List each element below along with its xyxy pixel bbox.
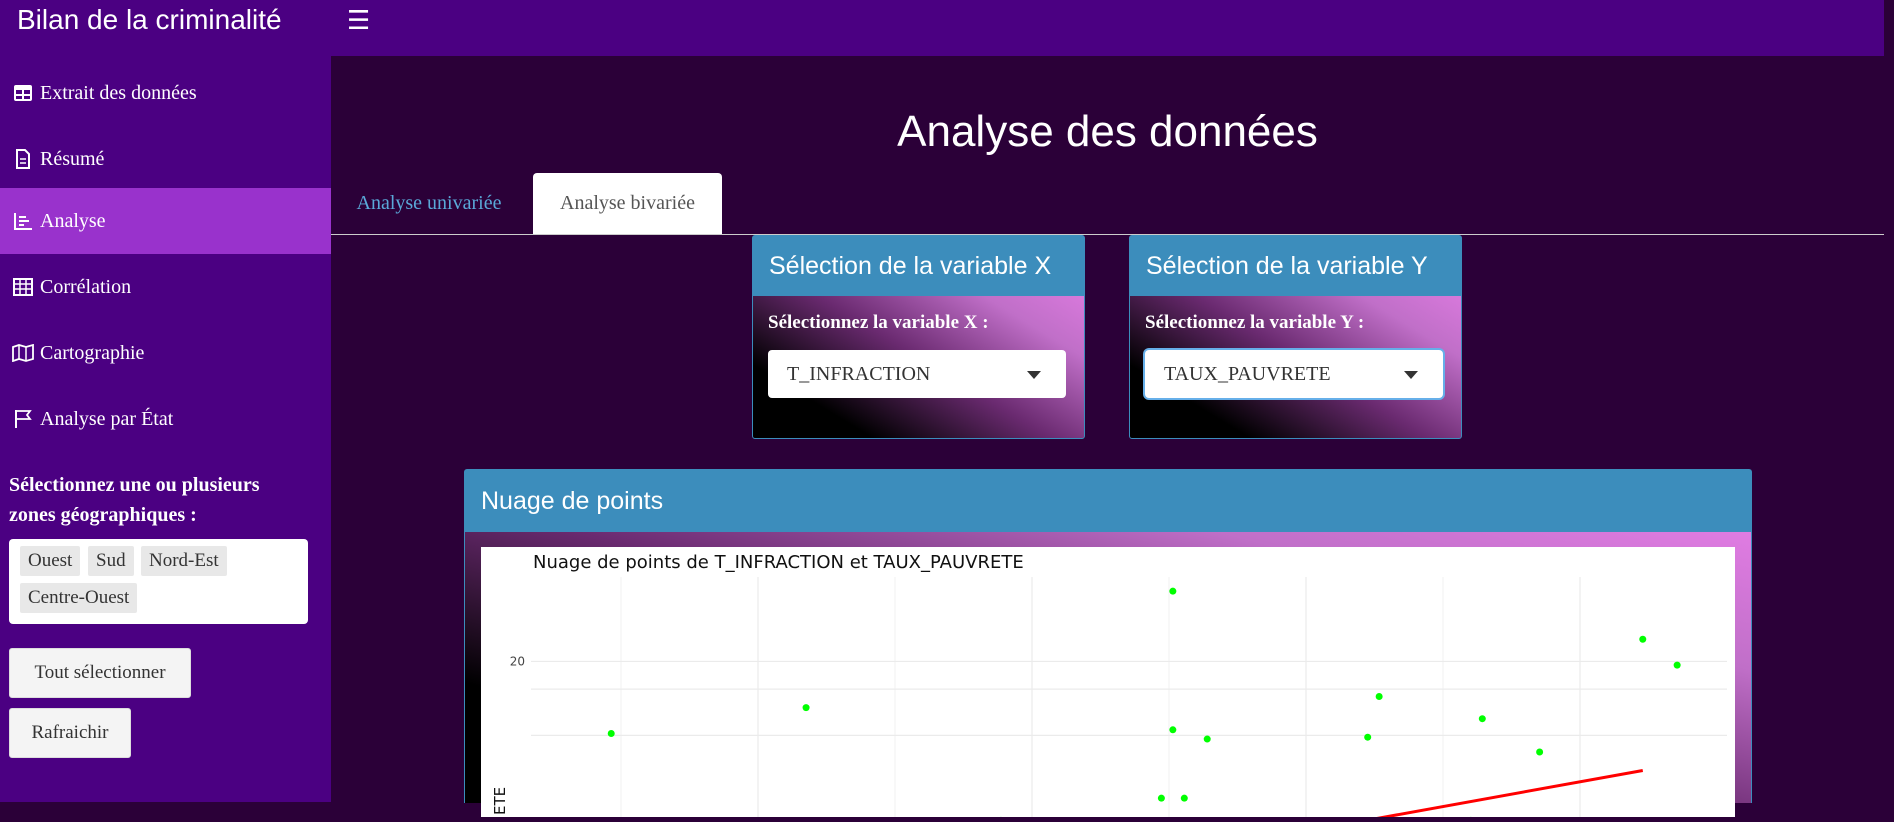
sidebar-item-analyse-etat[interactable]: Analyse par État: [0, 386, 331, 452]
data-point: [1169, 588, 1176, 595]
tab-analyse-univariee[interactable]: Analyse univariée: [344, 173, 514, 234]
zone-chip-nord-est[interactable]: Nord-Est: [141, 546, 227, 576]
y-variable-label: Sélectionnez la variable Y :: [1145, 312, 1364, 334]
sidebar-item-resume[interactable]: Résumé: [0, 126, 331, 192]
grid-icon: [12, 277, 34, 297]
sidebar-item-analyse[interactable]: Analyse: [0, 188, 331, 254]
scatter-plot: Nuage de points de T_INFRACTION et TAUX_…: [481, 547, 1735, 817]
hamburger-icon[interactable]: ☰: [347, 6, 377, 36]
select-all-button[interactable]: Tout sélectionner: [9, 648, 191, 698]
trend-line: [1356, 770, 1643, 817]
zone-chip-centre-ouest[interactable]: Centre-Ouest: [20, 583, 137, 613]
chart-title: Nuage de points de T_INFRACTION et TAUX_…: [533, 552, 1024, 573]
data-point: [1639, 636, 1646, 643]
sidebar-item-cartographie[interactable]: Cartographie: [0, 320, 331, 386]
sidebar-item-label: Extrait des données: [40, 82, 197, 105]
chart-icon: [12, 211, 34, 231]
scatter-box: Nuage de points Nuage de points de T_INF…: [464, 469, 1752, 803]
regression-line: [1356, 770, 1643, 817]
select-value: T_INFRACTION: [787, 363, 930, 386]
refresh-button[interactable]: Rafraichir: [9, 708, 131, 758]
y-axis: 20: [510, 654, 525, 668]
flag-icon: [12, 409, 34, 429]
header-bar: [0, 0, 1884, 56]
table-icon: [12, 83, 34, 103]
box-header: Sélection de la variable X: [753, 236, 1084, 296]
zones-multiselect[interactable]: Ouest Sud Nord-Est Centre-Ouest: [9, 539, 308, 624]
data-point: [1674, 662, 1681, 669]
sidebar-item-label: Résumé: [40, 148, 104, 171]
x-variable-select[interactable]: T_INFRACTION: [768, 350, 1066, 398]
data-point: [1536, 748, 1543, 755]
plot-grid: [531, 577, 1727, 817]
zone-chip-ouest[interactable]: Ouest: [20, 546, 80, 576]
data-point: [1364, 734, 1371, 741]
tab-analyse-bivariee[interactable]: Analyse bivariée: [533, 173, 722, 234]
sidebar-item-correlation[interactable]: Corrélation: [0, 254, 331, 320]
sidebar-item-label: Analyse par État: [40, 408, 173, 431]
sidebar-item-label: Corrélation: [40, 276, 131, 299]
data-points: [608, 588, 1681, 817]
plot-area: Nuage de points de T_INFRACTION et TAUX_…: [481, 547, 1735, 817]
box-header: Sélection de la variable Y: [1130, 236, 1461, 296]
y-variable-select[interactable]: TAUX_PAUVRETE: [1145, 350, 1443, 398]
data-point: [1204, 736, 1211, 743]
sidebar-item-label: Analyse: [40, 210, 106, 233]
x-variable-label: Sélectionnez la variable X :: [768, 312, 989, 334]
tab-divider: [331, 234, 1884, 235]
map-icon: [12, 343, 34, 363]
zone-chip-sud[interactable]: Sud: [88, 546, 134, 576]
data-point: [1479, 715, 1486, 722]
y-tick-label: 20: [510, 654, 525, 668]
caret-down-icon: [1027, 371, 1041, 379]
sidebar-item-label: Cartographie: [40, 342, 144, 365]
data-point: [1158, 795, 1165, 802]
data-point: [1169, 726, 1176, 733]
box-header: Nuage de points: [465, 470, 1751, 532]
file-icon: [12, 149, 34, 169]
data-point: [803, 704, 810, 711]
y-variable-box: Sélection de la variable Y Sélectionnez …: [1129, 235, 1462, 439]
page-title: Analyse des données: [331, 102, 1884, 162]
y-axis-label: ETE: [491, 787, 509, 815]
caret-down-icon: [1404, 371, 1418, 379]
zones-label: Sélectionnez une ou plusieurs zones géog…: [9, 470, 309, 530]
scrollbar-track[interactable]: [1884, 0, 1894, 802]
data-point: [1376, 693, 1383, 700]
x-variable-box: Sélection de la variable X Sélectionnez …: [752, 235, 1085, 439]
select-value: TAUX_PAUVRETE: [1164, 363, 1331, 386]
data-point: [608, 730, 615, 737]
sidebar-item-extrait[interactable]: Extrait des données: [0, 60, 331, 126]
data-point: [1181, 795, 1188, 802]
app-title: Bilan de la criminalité: [17, 2, 282, 38]
